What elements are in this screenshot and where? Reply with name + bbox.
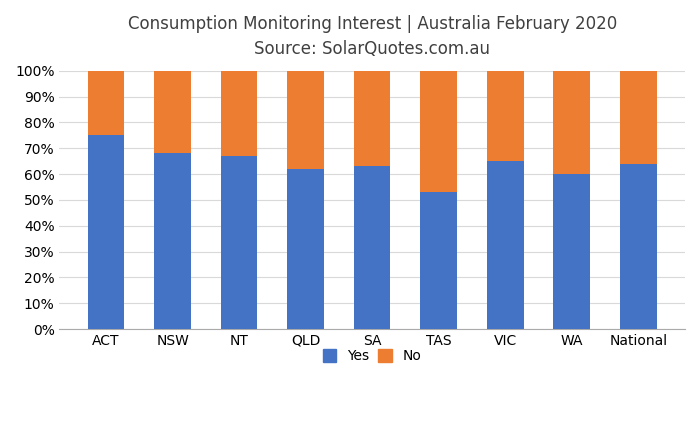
Bar <box>620 71 657 164</box>
Bar <box>154 153 191 329</box>
Bar <box>620 164 657 329</box>
Bar <box>487 161 524 329</box>
Legend: Yes, No: Yes, No <box>317 343 428 368</box>
Bar <box>154 71 191 153</box>
Bar <box>421 71 457 192</box>
Bar <box>354 71 391 166</box>
Bar <box>487 71 524 161</box>
Bar <box>354 166 391 329</box>
Bar <box>220 71 258 156</box>
Bar <box>220 156 258 329</box>
Title: Consumption Monitoring Interest | Australia February 2020
Source: SolarQuotes.co: Consumption Monitoring Interest | Austra… <box>127 15 617 58</box>
Bar <box>288 71 324 169</box>
Bar <box>88 135 125 329</box>
Bar <box>421 192 457 329</box>
Bar <box>88 71 125 135</box>
Bar <box>288 169 324 329</box>
Bar <box>554 71 590 174</box>
Bar <box>554 174 590 329</box>
